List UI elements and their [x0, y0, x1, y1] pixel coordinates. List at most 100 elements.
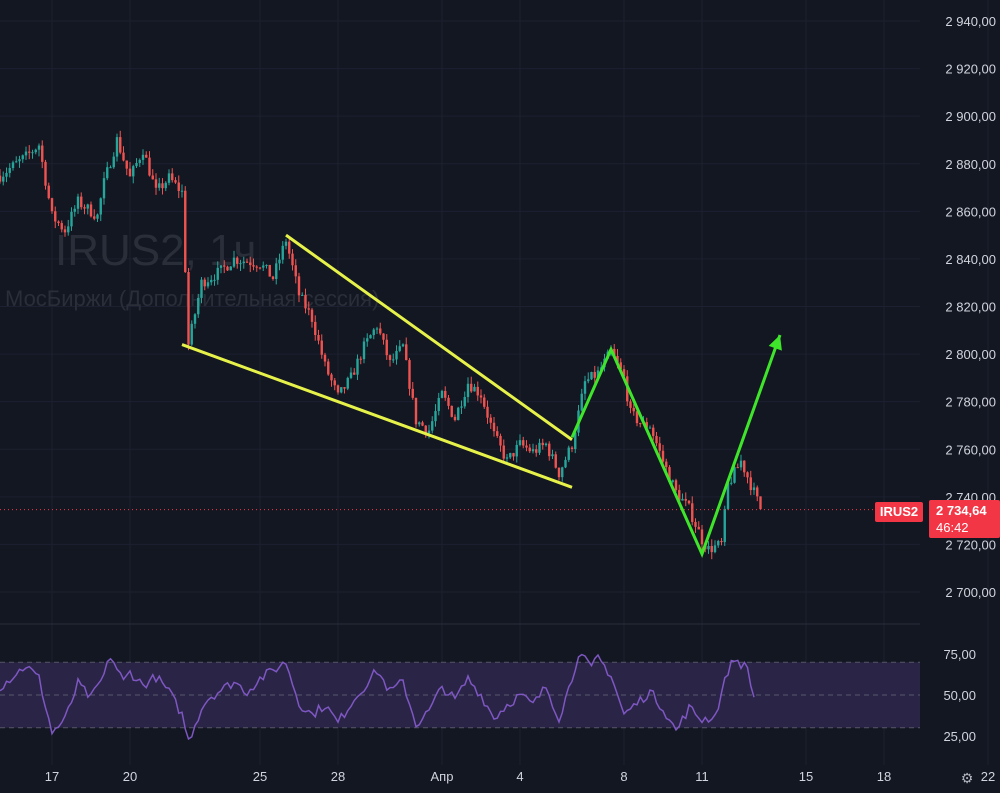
candle-body: [444, 390, 447, 398]
candle-body: [239, 263, 242, 265]
candle-body: [304, 294, 307, 309]
time-axis[interactable]: 17202528Апр481115182225: [45, 769, 1000, 784]
candle-body: [5, 172, 8, 177]
price-tick-label: 2 780,00: [945, 395, 996, 410]
candle-body: [203, 279, 206, 287]
candle-body: [499, 435, 502, 446]
candle-body: [151, 175, 154, 180]
candle-body: [743, 460, 746, 473]
candle-body: [668, 467, 671, 482]
candle-body: [678, 490, 681, 501]
rsi-tick-label: 75,00: [943, 647, 976, 662]
candle-body: [294, 265, 297, 277]
candle-body: [619, 362, 622, 370]
candle-body: [80, 196, 83, 208]
price-tick-label: 2 800,00: [945, 347, 996, 362]
candle-body: [424, 425, 427, 434]
price-tick-label: 2 920,00: [945, 62, 996, 77]
price-axis[interactable]: 2 700,002 720,002 740,002 760,002 780,00…: [945, 14, 996, 600]
candle-body: [132, 166, 135, 177]
candle-body: [385, 339, 388, 356]
candle-body: [489, 417, 492, 423]
candle-body: [314, 321, 317, 336]
candle-body: [691, 503, 694, 522]
candle-body: [307, 308, 310, 310]
candle-body: [252, 265, 255, 267]
price-tick-label: 2 860,00: [945, 204, 996, 219]
symbol-tag-bg: [875, 502, 923, 522]
time-tick-label: 4: [516, 769, 523, 784]
candle-body: [463, 396, 466, 407]
candle-body: [83, 207, 86, 209]
rsi-tick-label: 25,00: [943, 729, 976, 744]
candle-body: [167, 173, 171, 183]
candle-body: [245, 261, 249, 263]
candle-body: [723, 508, 726, 543]
time-tick-label: 18: [877, 769, 891, 784]
candle-body: [226, 266, 229, 271]
candle-body: [674, 480, 678, 491]
candle-body: [408, 360, 411, 389]
candle-body: [216, 267, 219, 280]
candle-body: [317, 335, 320, 341]
price-tick-label: 2 820,00: [945, 300, 996, 315]
price-tick-label: 2 940,00: [945, 14, 996, 29]
time-tick-label: 15: [799, 769, 813, 784]
candle-body: [76, 196, 80, 209]
price-pane[interactable]: [0, 130, 920, 560]
price-tag-countdown: 46:42: [936, 520, 969, 535]
candle-body: [710, 545, 713, 553]
candle-body: [427, 430, 431, 434]
candle-body: [375, 328, 379, 330]
candle-body: [67, 226, 70, 233]
candle-body: [187, 272, 190, 345]
candle-body: [554, 454, 557, 468]
candle-body: [109, 167, 112, 169]
candle-body: [479, 395, 483, 398]
candle-body: [31, 152, 34, 154]
candle-body: [60, 223, 63, 230]
candle-body: [590, 371, 593, 380]
candle-body: [15, 161, 18, 163]
price-tick-label: 2 880,00: [945, 157, 996, 172]
candle-body: [229, 266, 232, 271]
candle-body: [206, 282, 210, 287]
candle-body: [512, 453, 515, 457]
time-tick-label: 22: [981, 769, 995, 784]
candle-body: [336, 385, 340, 393]
candle-body: [301, 294, 304, 296]
candle-body: [28, 151, 31, 153]
candle-body: [223, 265, 226, 267]
rsi-axis[interactable]: 25,00 50,00 75,00: [943, 647, 976, 744]
candle-body: [717, 540, 720, 546]
candle-body: [733, 467, 736, 483]
price-tick-label: 2 840,00: [945, 252, 996, 267]
candle-body: [739, 460, 743, 468]
candle-body: [366, 338, 369, 342]
price-tick-label: 2 700,00: [945, 585, 996, 600]
gear-icon[interactable]: ⚙: [960, 771, 974, 787]
candle-body: [330, 374, 333, 381]
time-tick-label: 28: [331, 769, 345, 784]
candle-body: [180, 190, 184, 192]
time-tick-label: 17: [45, 769, 59, 784]
candle-body: [570, 447, 574, 449]
candle-body: [333, 380, 336, 386]
candle-body: [171, 173, 174, 181]
candle-body: [340, 387, 343, 393]
rsi-pane[interactable]: [0, 653, 920, 741]
candle-body: [460, 406, 463, 408]
candle-body: [629, 401, 632, 408]
candle-body: [141, 154, 145, 160]
candle-body: [2, 176, 5, 182]
candle-body: [268, 264, 271, 277]
candle-body: [713, 545, 717, 553]
last-price-tag: IRUS2 2 734,64 46:42: [875, 500, 1000, 538]
candle-body: [593, 371, 596, 378]
candle-body: [720, 540, 723, 543]
candle-body: [759, 496, 762, 510]
candle-body: [18, 159, 21, 162]
candle-body: [574, 432, 577, 449]
candle-body: [567, 447, 570, 460]
